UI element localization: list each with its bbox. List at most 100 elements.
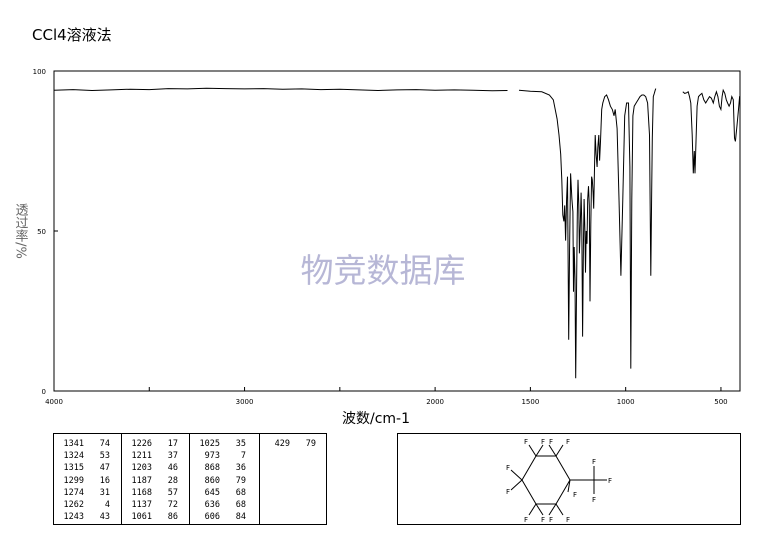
- atom-label: F: [573, 491, 577, 499]
- peak-transmittance: 47: [99, 463, 110, 474]
- molecular-structure-box: F F F F F F F F F F F F F F: [397, 433, 741, 525]
- peak-transmittance: 79: [235, 475, 246, 486]
- y-tick-label: 0: [42, 388, 46, 396]
- peak-row: 1324 53: [54, 450, 121, 462]
- peak-wavenumber: 1061: [131, 512, 152, 523]
- peak-transmittance: 35: [235, 439, 246, 449]
- atom-label: F: [541, 516, 545, 524]
- x-tick-label: 1000: [617, 398, 635, 406]
- peak-wavenumber: 1168: [131, 487, 152, 498]
- peak-row: 1341 74: [54, 438, 121, 450]
- x-axis-ticks: 4000 3000 2000 1500 1000 500: [45, 387, 728, 406]
- x-tick-label: 2000: [426, 398, 444, 406]
- peak-wavenumber: 636: [204, 500, 220, 511]
- peak-transmittance: 28: [167, 475, 178, 486]
- peak-transmittance: 53: [99, 451, 110, 462]
- peak-transmittance: 72: [167, 500, 178, 511]
- peak-table-column: 429 79: [260, 434, 328, 524]
- peak-transmittance: 86: [167, 512, 178, 523]
- peak-row: 1226 17: [122, 438, 189, 450]
- spectrum-line-segment: [518, 88, 657, 379]
- plot-frame: [53, 70, 741, 392]
- atom-label: F: [608, 477, 612, 485]
- peak-wavenumber: 1025: [199, 439, 220, 449]
- atom-label: F: [524, 516, 528, 524]
- atom-label: F: [506, 488, 510, 496]
- x-axis-label: 波数/cm-1: [342, 411, 410, 427]
- peak-row: 1203 46: [122, 462, 189, 474]
- peak-wavenumber: 868: [204, 463, 220, 474]
- peak-transmittance: 46: [167, 463, 178, 474]
- peak-row: 1187 28: [122, 475, 189, 487]
- y-axis-label: 透过率/%: [13, 203, 29, 259]
- peak-wavenumber: 1274: [63, 487, 84, 498]
- peak-wavenumber: 1324: [63, 451, 84, 462]
- atom-label: F: [524, 438, 528, 446]
- peak-wavenumber: 1341: [63, 439, 84, 449]
- peak-wavenumber: 645: [204, 487, 220, 498]
- peak-row: 1061 86: [122, 511, 189, 523]
- peak-wavenumber: 860: [204, 475, 220, 486]
- peak-row: 1243 43: [54, 511, 121, 523]
- y-axis-ticks: 0 50 100: [33, 68, 58, 396]
- peak-wavenumber: 1299: [63, 475, 84, 486]
- peak-wavenumber: 1226: [131, 439, 152, 449]
- peak-row: 645 68: [190, 487, 259, 499]
- peak-transmittance: 7: [240, 451, 246, 462]
- peak-transmittance: 31: [99, 487, 110, 498]
- peak-wavenumber: 1262: [63, 500, 84, 511]
- page-title: CCl4溶液法: [32, 26, 112, 44]
- atom-label: F: [592, 458, 596, 466]
- atom-label: F: [592, 496, 596, 504]
- peak-row: 1299 16: [54, 475, 121, 487]
- peak-transmittance: 37: [167, 451, 178, 462]
- peak-table-column: 1025 35 973 7 868 36 860 79 645 68 636 68 606 84: [190, 434, 260, 524]
- peak-row: 636 68: [190, 499, 259, 511]
- peak-wavenumber: 1187: [131, 475, 152, 486]
- peak-row: 868 36: [190, 462, 259, 474]
- peak-wavenumber: 1203: [131, 463, 152, 474]
- peak-transmittance: 84: [235, 512, 246, 523]
- watermark-text: 物竞数据库: [301, 251, 466, 290]
- atom-label: F: [566, 438, 570, 446]
- x-tick-label: 4000: [45, 398, 63, 406]
- peak-row: 1315 47: [54, 462, 121, 474]
- peak-row: 1262 4: [54, 499, 121, 511]
- peak-table: 1341 74 1324 53 1315 47 1299 16 1274 31 1262 4 1243 4…: [53, 433, 327, 525]
- peak-transmittance: 43: [99, 512, 110, 523]
- x-tick-label: 500: [714, 398, 727, 406]
- peak-table-column: 1341 74 1324 53 1315 47 1299 16 1274 31 1262 4 1243 4…: [54, 434, 122, 524]
- peak-transmittance: 79: [305, 439, 316, 449]
- peak-row: 1025 35: [190, 438, 259, 450]
- peak-wavenumber: 1211: [131, 451, 152, 462]
- atom-label: F: [541, 438, 545, 446]
- peak-wavenumber: 429: [274, 439, 290, 449]
- y-tick-label: 50: [37, 228, 46, 236]
- atom-label: F: [506, 464, 510, 472]
- peak-table-column: 1226 17 1211 37 1203 46 1187 28 1168 57 1137 72 1061…: [122, 434, 190, 524]
- peak-row: 1168 57: [122, 487, 189, 499]
- peak-transmittance: 68: [235, 487, 246, 498]
- peak-transmittance: 36: [235, 463, 246, 474]
- atom-label: F: [549, 516, 553, 524]
- peak-row: 429 79: [260, 438, 328, 450]
- x-tick-label: 1500: [521, 398, 539, 406]
- spectrum-series: [53, 87, 741, 379]
- ir-spectrum-chart: 4000 3000 2000 1500 1000 500 0 50 100 物竞数据库 透过率…: [13, 68, 741, 427]
- fluorine-labels: F F F F F F F F F F F F F F: [506, 438, 612, 524]
- peak-transmittance: 74: [99, 439, 110, 449]
- y-tick-label: 100: [33, 68, 46, 76]
- peak-wavenumber: 1137: [131, 500, 152, 511]
- ring-bonds: [510, 444, 607, 516]
- peak-row: 860 79: [190, 475, 259, 487]
- peak-row: 1274 31: [54, 487, 121, 499]
- peak-wavenumber: 973: [204, 451, 220, 462]
- peak-transmittance: 57: [167, 487, 178, 498]
- peak-row: 973 7: [190, 450, 259, 462]
- peak-row: 1137 72: [122, 499, 189, 511]
- peak-wavenumber: 1243: [63, 512, 84, 523]
- peak-transmittance: 4: [104, 500, 110, 511]
- peak-transmittance: 68: [235, 500, 246, 511]
- spectrum-line-segment: [53, 87, 508, 92]
- peak-transmittance: 17: [167, 439, 178, 449]
